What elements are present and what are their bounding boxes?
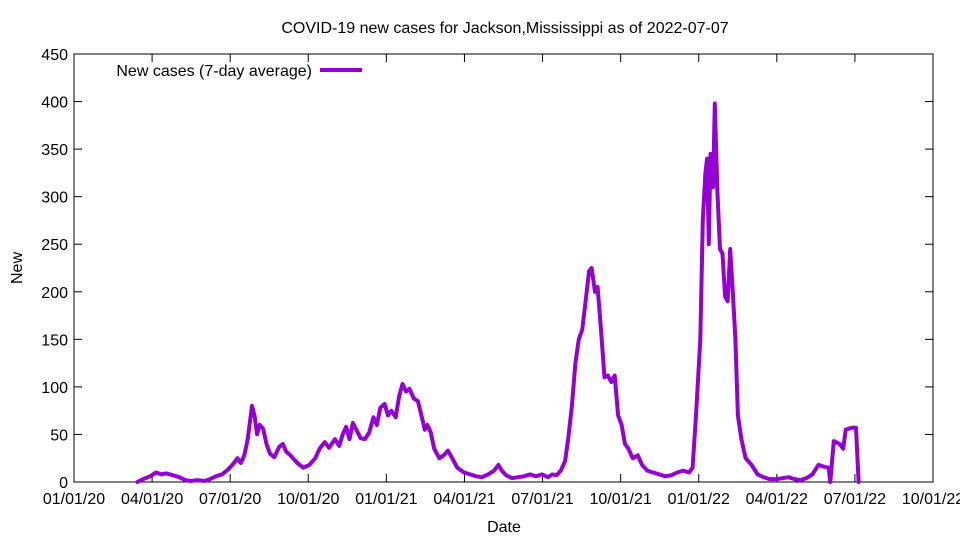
x-tick-label: 07/01/20 [199, 491, 261, 508]
y-tick-label: 350 [41, 142, 68, 159]
x-tick-label: 04/01/22 [746, 491, 808, 508]
series-line [135, 101, 861, 484]
x-tick-label: 01/01/22 [668, 491, 730, 508]
y-tick-label: 50 [50, 427, 68, 444]
y-tick-label: 250 [41, 237, 68, 254]
y-tick-label: 450 [41, 47, 68, 64]
y-tick-label: 200 [41, 285, 68, 302]
legend: New cases (7-day average) [116, 63, 362, 80]
x-tick-label: 07/01/22 [824, 491, 886, 508]
x-tick-label: 07/01/21 [511, 491, 573, 508]
y-axis: 0 50 100 150 200 250 300 350 400 450 [41, 47, 933, 492]
plot-frame [73, 53, 934, 483]
y-tick-label: 0 [59, 475, 68, 492]
x-tick-label: 10/01/22 [902, 491, 960, 508]
x-tick-label: 01/01/21 [355, 491, 417, 508]
x-axis-label: Date [487, 519, 521, 536]
x-tick-label: 10/01/20 [277, 491, 339, 508]
x-tick-label: 01/01/20 [43, 491, 105, 508]
x-tick-label: 04/01/20 [121, 491, 183, 508]
legend-label: New cases (7-day average) [116, 63, 312, 80]
x-tick-label: 04/01/21 [433, 491, 495, 508]
y-tick-label: 400 [41, 95, 68, 112]
x-axis: 01/01/20 04/01/20 07/01/20 10/01/20 01/01/21… [43, 54, 960, 508]
series-group [135, 101, 861, 484]
y-axis-label: New [9, 252, 26, 284]
y-tick-label: 300 [41, 190, 68, 207]
y-tick-label: 100 [41, 380, 68, 397]
chart-title: COVID-19 new cases for Jackson,Mississip… [281, 20, 728, 37]
y-tick-label: 150 [41, 332, 68, 349]
x-tick-label: 10/01/21 [589, 491, 651, 508]
